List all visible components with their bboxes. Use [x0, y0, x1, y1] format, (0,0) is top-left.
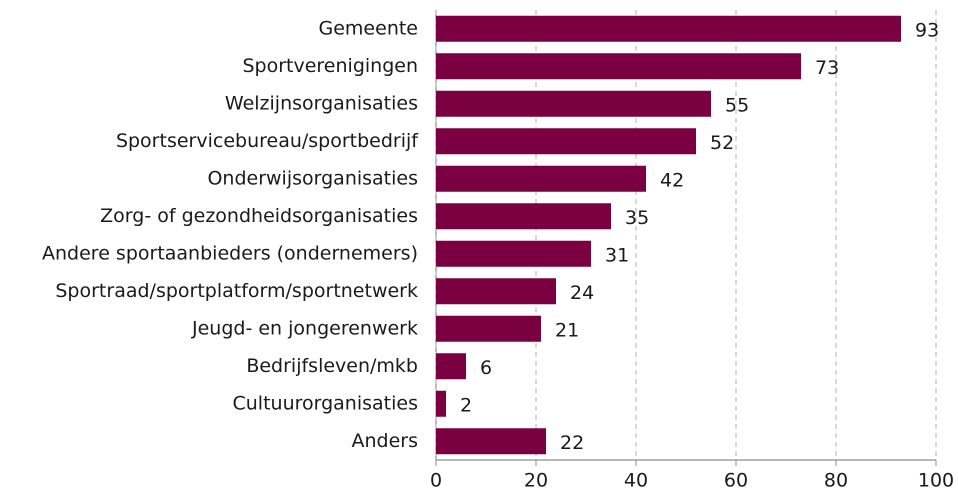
bar	[436, 315, 541, 342]
data-label: 52	[710, 132, 734, 154]
bar	[436, 15, 901, 42]
y-tick-label: Sportverenigingen	[242, 55, 418, 77]
y-tick-label: Cultuurorganisaties	[232, 392, 418, 414]
y-tick-label: Gemeente	[319, 17, 418, 39]
bar	[436, 240, 591, 267]
x-tick-label: 20	[524, 470, 548, 492]
y-tick-label: Andere sportaanbieders (ondernemers)	[42, 242, 418, 264]
bar	[436, 128, 696, 155]
bar	[436, 278, 556, 305]
bar	[436, 428, 546, 455]
y-tick-label: Jeugd- en jongerenwerk	[191, 317, 418, 339]
bar	[436, 90, 711, 117]
y-tick-label: Onderwijsorganisaties	[207, 167, 418, 189]
x-tick-label: 80	[824, 470, 848, 492]
y-tick-label: Sportraad/sportplatform/sportnetwerk	[55, 280, 418, 302]
data-label: 22	[560, 432, 584, 454]
y-tick-label: Anders	[352, 430, 419, 452]
x-tick-label: 60	[724, 470, 748, 492]
data-label: 24	[570, 282, 594, 304]
bar	[436, 203, 611, 230]
data-label: 35	[625, 207, 649, 229]
y-tick-label: Bedrijfsleven/mkb	[246, 355, 418, 377]
data-label: 31	[605, 244, 629, 266]
y-tick-label: Welzijnsorganisaties	[225, 92, 418, 114]
bar	[436, 353, 466, 380]
bar	[436, 165, 646, 192]
data-label: 73	[815, 57, 839, 79]
x-tick-label: 40	[624, 470, 648, 492]
data-label: 93	[915, 19, 939, 41]
data-label: 42	[660, 169, 684, 191]
bar	[436, 53, 801, 80]
bar	[436, 390, 446, 417]
x-tick-label: 0	[430, 470, 442, 492]
y-tick-label: Zorg- of gezondheidsorganisaties	[100, 205, 418, 227]
data-label: 55	[725, 94, 749, 116]
y-tick-label: Sportservicebureau/sportbedrijf	[116, 130, 419, 152]
data-label: 6	[480, 357, 492, 379]
data-label: 2	[460, 394, 472, 416]
x-tick-label: 100	[918, 470, 954, 492]
data-label: 21	[555, 319, 579, 341]
